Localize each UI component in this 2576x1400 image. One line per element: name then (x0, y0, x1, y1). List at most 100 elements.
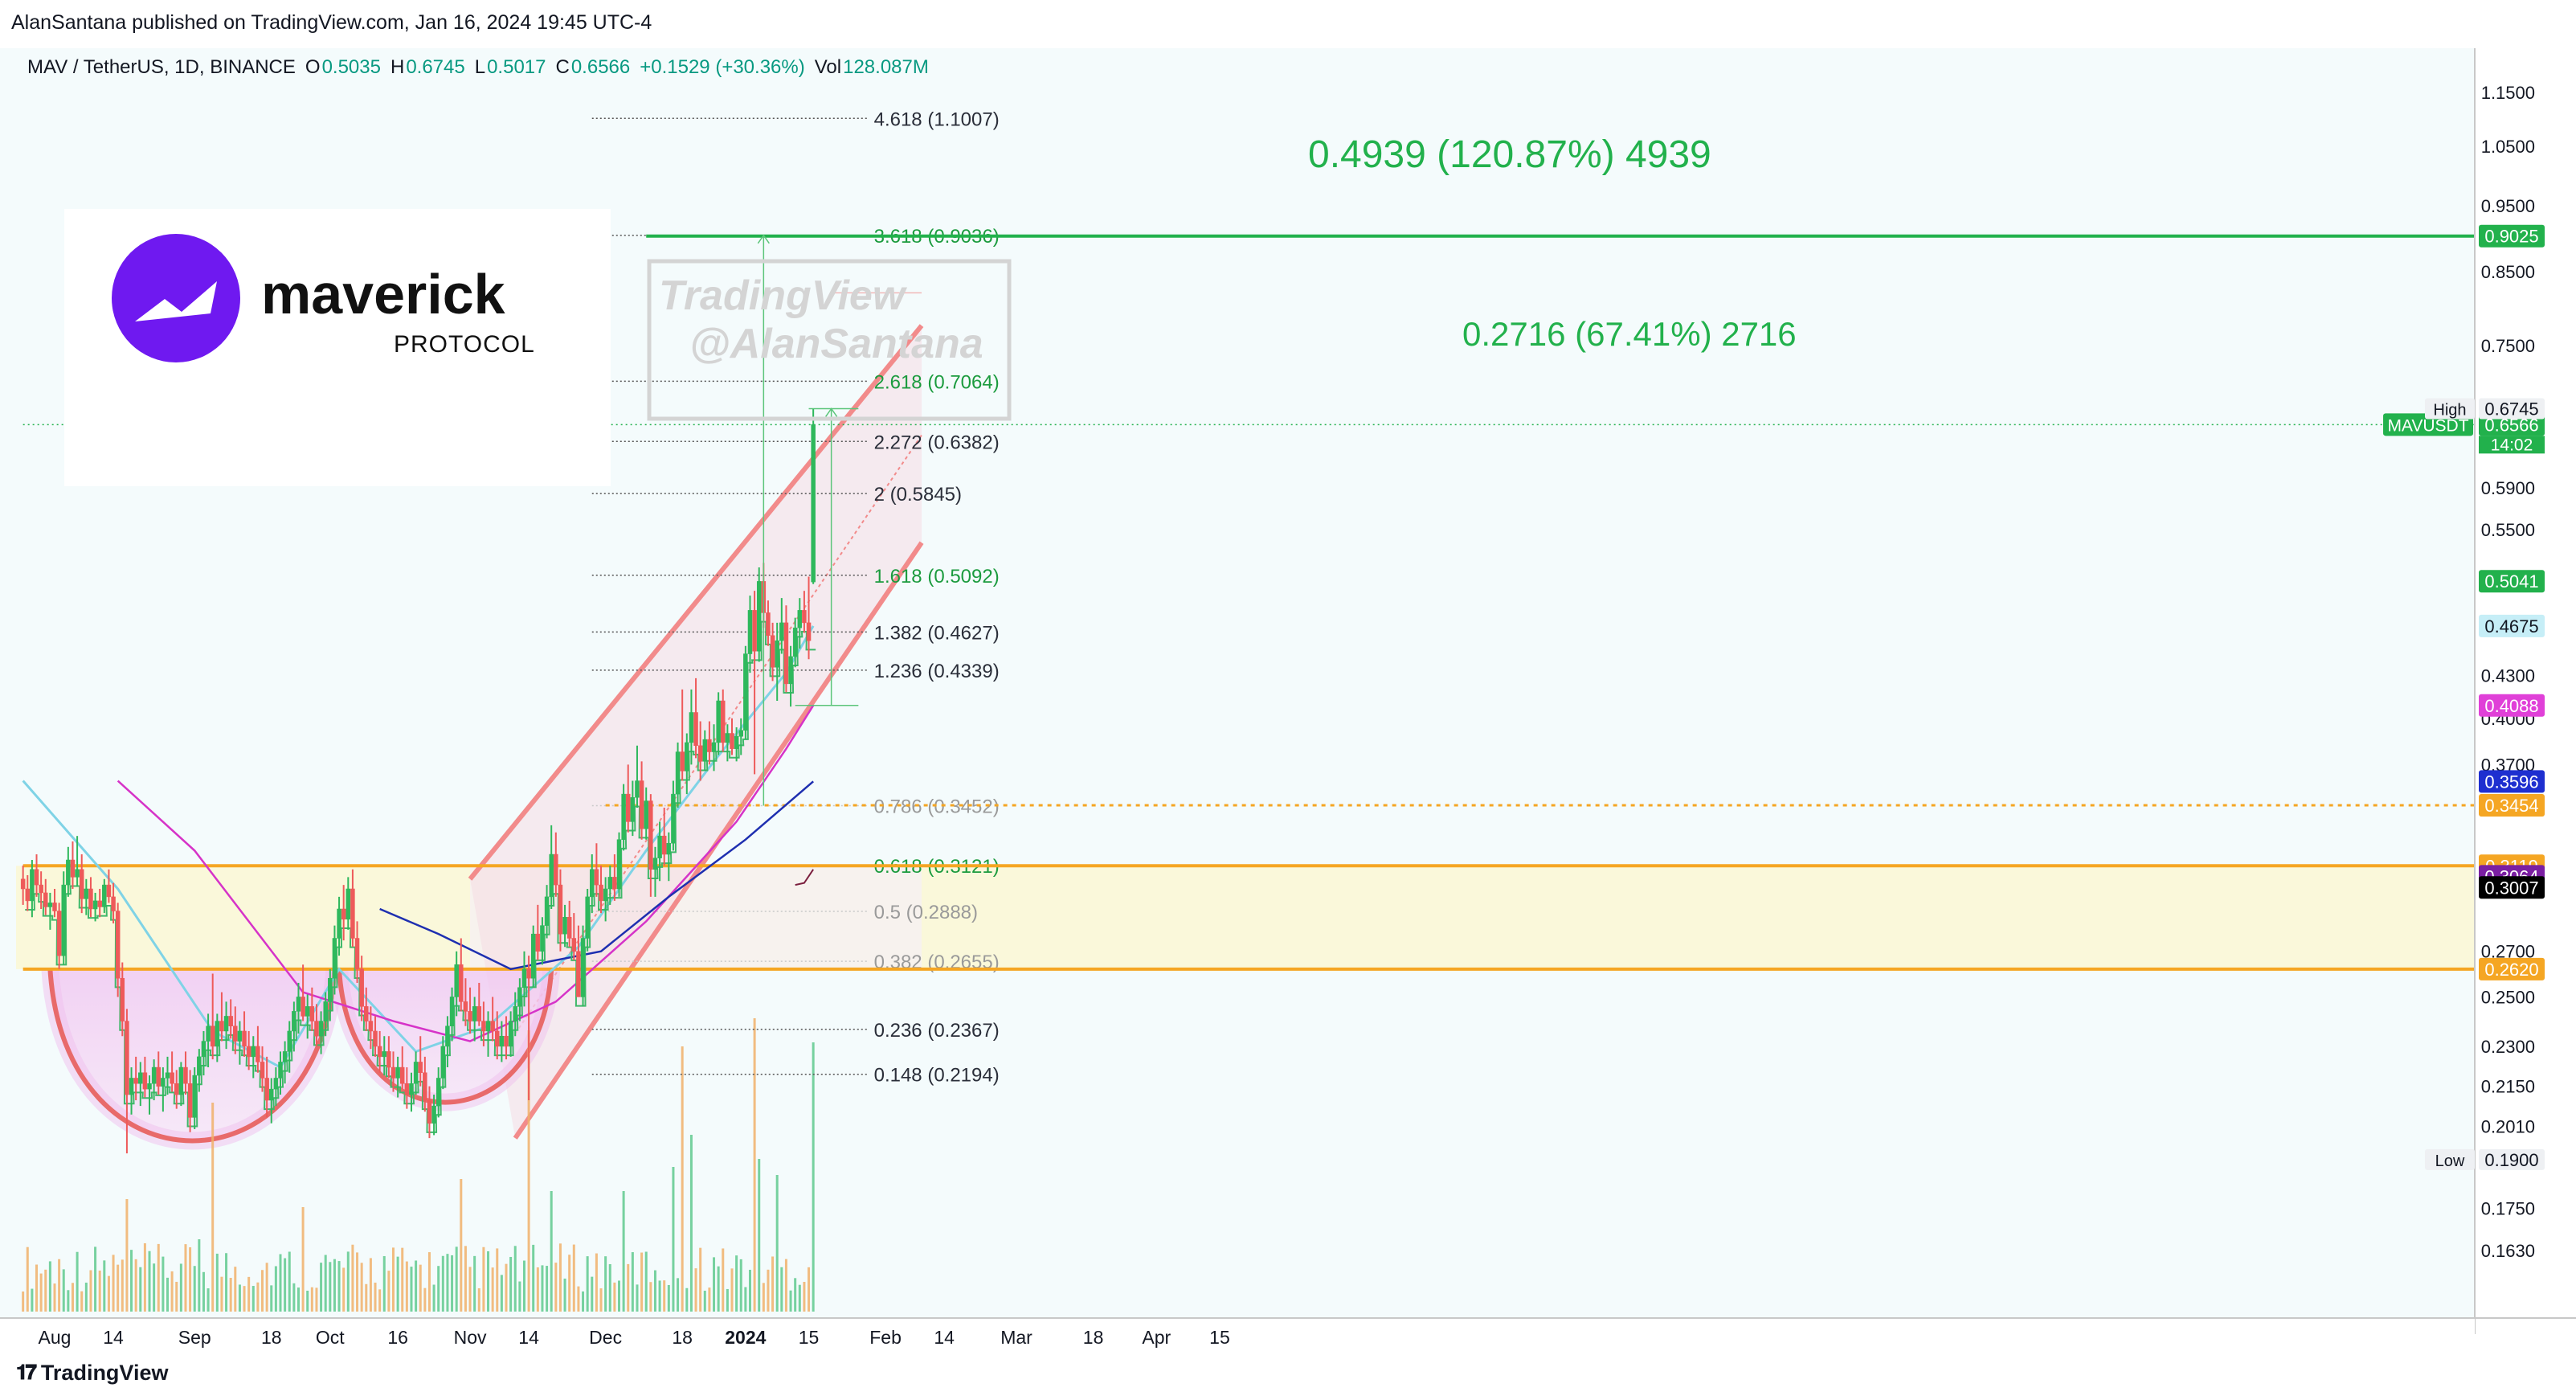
candle[interactable] (359, 956, 364, 1021)
candle[interactable] (513, 992, 517, 1037)
candle[interactable] (521, 951, 527, 1007)
candle[interactable] (161, 1067, 166, 1112)
candle[interactable] (806, 576, 812, 660)
candle[interactable] (192, 1067, 197, 1130)
candle[interactable] (788, 645, 793, 707)
candle[interactable] (20, 866, 26, 905)
candle[interactable] (495, 1011, 500, 1060)
candle[interactable] (25, 874, 31, 911)
candle[interactable] (413, 1051, 419, 1095)
candle[interactable] (431, 1095, 436, 1136)
candle[interactable] (738, 718, 743, 755)
candle[interactable] (61, 871, 66, 965)
candle[interactable] (273, 1067, 279, 1107)
candle[interactable] (481, 1001, 486, 1046)
candle[interactable] (554, 832, 558, 897)
candle[interactable] (409, 1072, 414, 1112)
candle[interactable] (399, 1046, 405, 1090)
candle[interactable] (206, 1013, 211, 1068)
candle[interactable] (237, 1021, 243, 1065)
candle[interactable] (390, 1051, 396, 1092)
candle[interactable] (476, 982, 482, 1026)
candle[interactable] (599, 866, 603, 914)
candle[interactable] (228, 999, 233, 1039)
candle[interactable] (386, 1036, 391, 1079)
candle[interactable] (562, 904, 567, 948)
candle[interactable] (747, 596, 753, 673)
candle[interactable] (576, 925, 581, 997)
candle[interactable] (210, 973, 215, 1060)
candle[interactable] (445, 1016, 450, 1068)
candle[interactable] (792, 617, 798, 668)
candle[interactable] (716, 692, 721, 755)
candle[interactable] (766, 600, 771, 646)
candle[interactable] (499, 1021, 505, 1062)
candle[interactable] (346, 877, 351, 930)
candle[interactable] (287, 1021, 292, 1073)
candle[interactable] (721, 689, 726, 752)
candle[interactable] (680, 689, 685, 781)
candle[interactable] (594, 843, 599, 897)
candle[interactable] (364, 987, 369, 1031)
candle[interactable] (106, 869, 112, 903)
candle[interactable] (56, 903, 62, 969)
candle[interactable] (648, 794, 653, 897)
candle[interactable] (278, 1051, 283, 1095)
candle[interactable] (540, 917, 545, 965)
candle[interactable] (201, 1030, 206, 1076)
candle[interactable] (233, 1006, 238, 1054)
candle[interactable] (616, 832, 622, 897)
candle[interactable] (183, 1051, 188, 1095)
candle[interactable] (544, 885, 550, 939)
price-axis[interactable] (2475, 48, 2576, 1334)
candle[interactable] (115, 903, 121, 997)
candle[interactable] (305, 994, 310, 1039)
candle[interactable] (485, 1011, 491, 1057)
candle[interactable] (459, 938, 464, 1012)
candle[interactable] (246, 1030, 251, 1070)
candle[interactable] (440, 1036, 446, 1090)
candle[interactable] (661, 808, 667, 866)
candle[interactable] (702, 730, 708, 772)
candle[interactable] (382, 1036, 387, 1076)
candle[interactable] (223, 1001, 229, 1050)
candle[interactable] (463, 978, 468, 1026)
candle[interactable] (504, 1016, 509, 1060)
candle[interactable] (30, 860, 35, 918)
candle[interactable] (566, 900, 572, 948)
candle[interactable] (639, 761, 644, 840)
candle[interactable] (75, 836, 80, 887)
time-axis[interactable] (0, 1318, 2475, 1350)
candle[interactable] (256, 1025, 260, 1073)
candle[interactable] (449, 987, 455, 1042)
candle[interactable] (39, 871, 43, 909)
candle[interactable] (395, 1056, 400, 1098)
candle[interactable] (675, 742, 681, 808)
candle[interactable] (652, 846, 658, 897)
candle[interactable] (697, 721, 703, 781)
candle[interactable] (644, 787, 648, 840)
candle[interactable] (170, 1051, 174, 1092)
candle[interactable] (251, 1036, 256, 1079)
candle[interactable] (707, 721, 712, 765)
candle[interactable] (802, 591, 807, 633)
candle[interactable] (34, 854, 39, 897)
candle[interactable] (282, 1041, 288, 1084)
candle[interactable] (219, 992, 224, 1042)
candle[interactable] (725, 724, 730, 762)
candle[interactable] (368, 1006, 374, 1050)
candle[interactable] (47, 892, 53, 930)
candle[interactable] (142, 1056, 148, 1098)
candle[interactable] (635, 745, 640, 808)
candle[interactable] (607, 866, 613, 905)
candle[interactable] (770, 622, 775, 682)
candle[interactable] (404, 1067, 410, 1109)
candle[interactable] (242, 1011, 247, 1057)
candle[interactable] (215, 1013, 220, 1062)
candle[interactable] (630, 780, 636, 837)
candle[interactable] (97, 888, 102, 918)
price-chart[interactable]: 4.618 (1.1007)3.618 (0.9036)2.618 (0.706… (0, 48, 2576, 1400)
candle[interactable] (70, 841, 76, 889)
candle[interactable] (354, 921, 360, 983)
candle[interactable] (423, 1056, 427, 1112)
